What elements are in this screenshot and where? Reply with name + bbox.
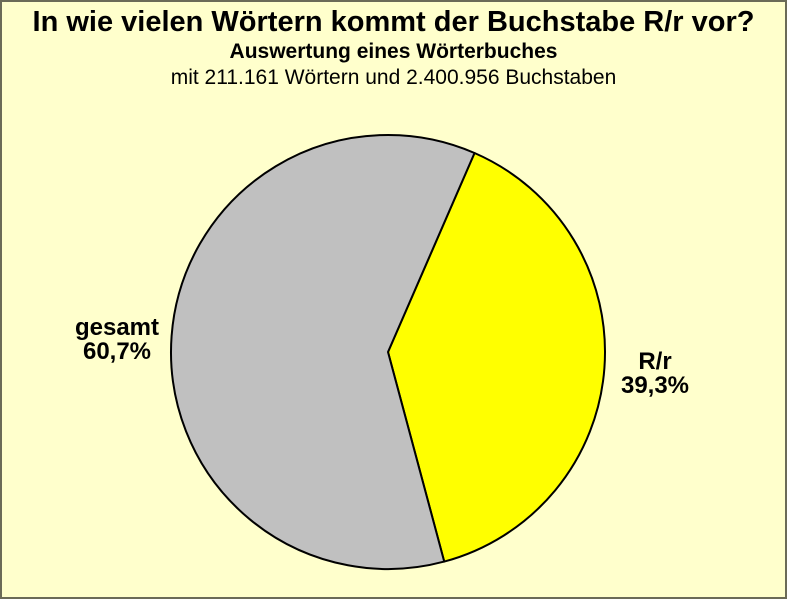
chart-description: mit 211.161 Wörtern und 2.400.956 Buchst… — [170, 66, 617, 89]
pie-slice-gesamt — [170, 134, 476, 570]
slice-label-rr-percent: 39,3% — [620, 372, 690, 399]
slice-label-rr-name: R/r — [638, 348, 672, 375]
slice-label-gesamt-name: gesamt — [74, 314, 160, 341]
chart-subtitle: Auswertung eines Wörterbuches — [229, 40, 558, 63]
slice-label-gesamt-percent: 60,7% — [82, 338, 152, 365]
chart-title: In wie vielen Wörtern kommt der Buchstab… — [32, 6, 755, 38]
pie-slice-r-r — [387, 152, 606, 563]
slice-label-gesamt: gesamt 60,7% — [32, 316, 202, 364]
slice-label-rr: R/r 39,3% — [570, 350, 740, 398]
